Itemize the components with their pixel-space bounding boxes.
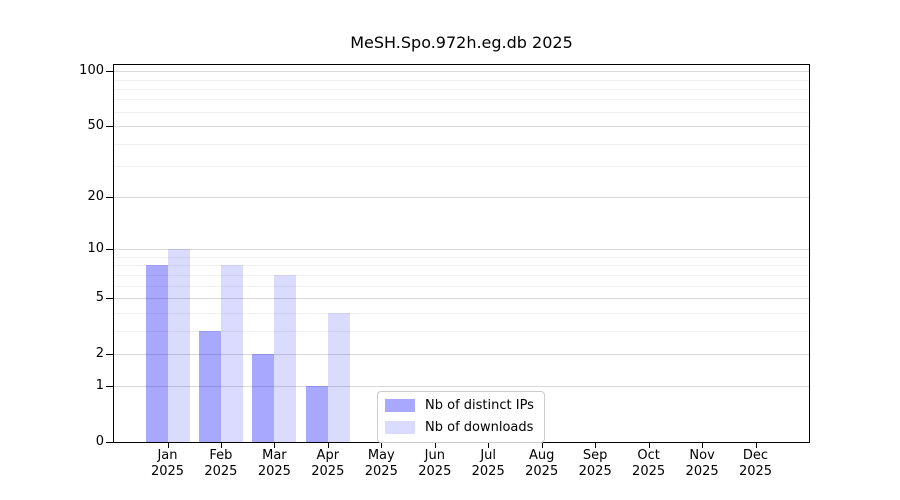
bar-downloads bbox=[274, 274, 297, 442]
y-tick-mark bbox=[106, 353, 113, 355]
y-tick-label: 10 bbox=[87, 241, 104, 257]
bar-distinct-ips bbox=[252, 353, 275, 442]
x-tick-mark bbox=[220, 443, 222, 448]
x-tick-label: Sep 2025 bbox=[578, 448, 612, 479]
y-tick-label: 1 bbox=[95, 378, 104, 394]
x-tick-mark bbox=[274, 443, 276, 448]
x-tick-mark bbox=[755, 443, 757, 448]
bar-downloads bbox=[167, 249, 190, 442]
x-tick-label: May 2025 bbox=[364, 448, 398, 479]
legend-entry-downloads: Nb of downloads bbox=[385, 420, 534, 435]
minor-gridline bbox=[114, 265, 809, 267]
y-tick-mark bbox=[106, 249, 113, 251]
x-tick-label: Jun 2025 bbox=[418, 448, 452, 479]
minor-gridline bbox=[114, 285, 809, 287]
y-tick-label: 2 bbox=[95, 345, 104, 361]
x-tick-label: Dec 2025 bbox=[738, 448, 773, 479]
x-tick-label: Mar 2025 bbox=[257, 448, 291, 479]
legend-swatch-downloads bbox=[385, 421, 415, 434]
legend-label-downloads: Nb of downloads bbox=[425, 420, 534, 435]
x-tick-mark bbox=[327, 443, 329, 448]
y-tick-label: 0 bbox=[95, 434, 104, 449]
y-tick-mark bbox=[106, 197, 113, 199]
y-tick-mark bbox=[106, 386, 113, 388]
bar-distinct-ips bbox=[305, 386, 328, 442]
x-tick-mark bbox=[541, 443, 543, 448]
minor-gridline bbox=[114, 330, 809, 332]
plot-area bbox=[113, 64, 810, 443]
x-tick-mark bbox=[648, 443, 650, 448]
legend-entry-distinct-ips: Nb of distinct IPs bbox=[385, 398, 534, 413]
x-tick-mark bbox=[167, 443, 169, 448]
bar-distinct-ips bbox=[198, 330, 221, 442]
y-tick-label: 100 bbox=[79, 63, 104, 79]
y-tick-label: 50 bbox=[87, 118, 104, 133]
minor-gridline bbox=[114, 312, 809, 314]
minor-gridline bbox=[114, 274, 809, 276]
minor-gridline bbox=[114, 143, 809, 145]
y-tick-mark bbox=[106, 442, 113, 443]
x-tick-mark bbox=[488, 443, 490, 448]
minor-gridline bbox=[114, 99, 809, 101]
major-gridline bbox=[114, 353, 809, 355]
minor-gridline bbox=[114, 79, 809, 81]
legend: Nb of distinct IPs Nb of downloads bbox=[377, 391, 545, 443]
major-gridline bbox=[114, 71, 809, 73]
y-tick-label: 5 bbox=[95, 290, 104, 305]
x-tick-label: Apr 2025 bbox=[311, 448, 345, 479]
x-tick-mark bbox=[595, 443, 597, 448]
x-tick-mark bbox=[381, 443, 383, 448]
major-gridline bbox=[114, 126, 809, 127]
x-tick-mark bbox=[434, 443, 436, 448]
x-tick-label: Nov 2025 bbox=[685, 448, 719, 479]
legend-label-distinct-ips: Nb of distinct IPs bbox=[425, 398, 534, 413]
y-tick-mark bbox=[106, 126, 113, 127]
minor-gridline bbox=[114, 257, 809, 258]
bar-distinct-ips bbox=[145, 265, 168, 442]
legend-swatch-distinct-ips bbox=[385, 399, 415, 412]
x-tick-label: Jul 2025 bbox=[471, 448, 505, 479]
x-tick-label: Jan 2025 bbox=[150, 448, 185, 479]
x-tick-mark bbox=[702, 443, 704, 448]
y-tick-label: 20 bbox=[87, 189, 104, 205]
major-gridline bbox=[114, 386, 809, 388]
x-tick-label: Aug 2025 bbox=[525, 448, 559, 479]
bar-downloads bbox=[327, 312, 350, 442]
major-gridline bbox=[114, 197, 809, 199]
minor-gridline bbox=[114, 111, 809, 113]
x-tick-label: Feb 2025 bbox=[204, 448, 238, 479]
y-tick-mark bbox=[106, 298, 113, 299]
major-gridline bbox=[114, 249, 809, 251]
bar-downloads bbox=[220, 265, 243, 442]
minor-gridline bbox=[114, 166, 809, 167]
x-tick-label: Oct 2025 bbox=[632, 448, 666, 479]
minor-gridline bbox=[114, 88, 809, 90]
major-gridline bbox=[114, 298, 809, 299]
chart-title: MeSH.Spo.972h.eg.db 2025 bbox=[350, 33, 573, 52]
y-tick-mark bbox=[106, 71, 113, 73]
